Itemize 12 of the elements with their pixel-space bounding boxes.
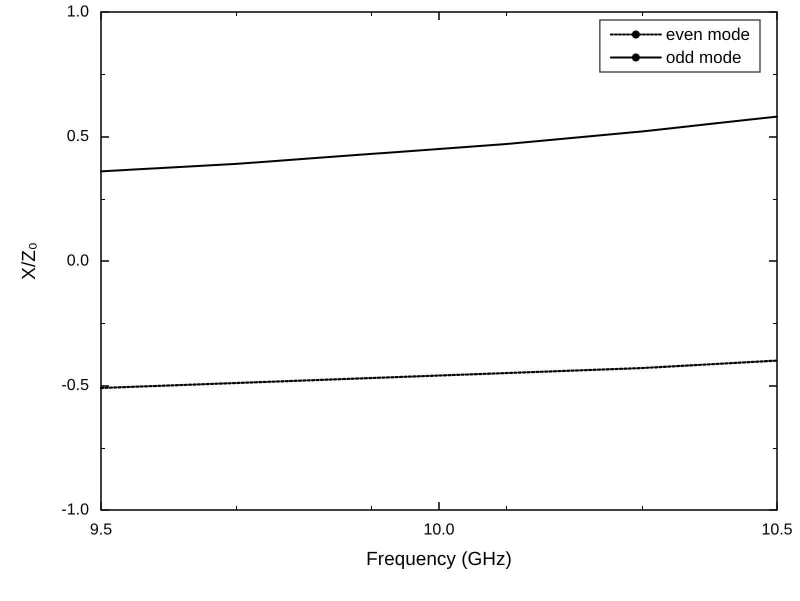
x-tick-label: 10.0: [423, 522, 455, 538]
x-axis-title: Frequency (GHz): [366, 549, 512, 570]
y-tick-label: 0.0: [66, 252, 90, 270]
legend-label: odd mode: [666, 48, 742, 67]
x-tick-label: 10.5: [761, 522, 793, 538]
y-tick-label: 0.5: [66, 128, 90, 145]
x-tick-label: 9.5: [90, 522, 112, 538]
y-tick-label: -0.5: [61, 377, 90, 394]
y-tick-label: 1.0: [66, 4, 90, 20]
legend-label: even mode: [666, 25, 750, 44]
y-axis-title: X/Z₀: [19, 242, 40, 280]
y-tick-label: -1.0: [61, 502, 90, 518]
